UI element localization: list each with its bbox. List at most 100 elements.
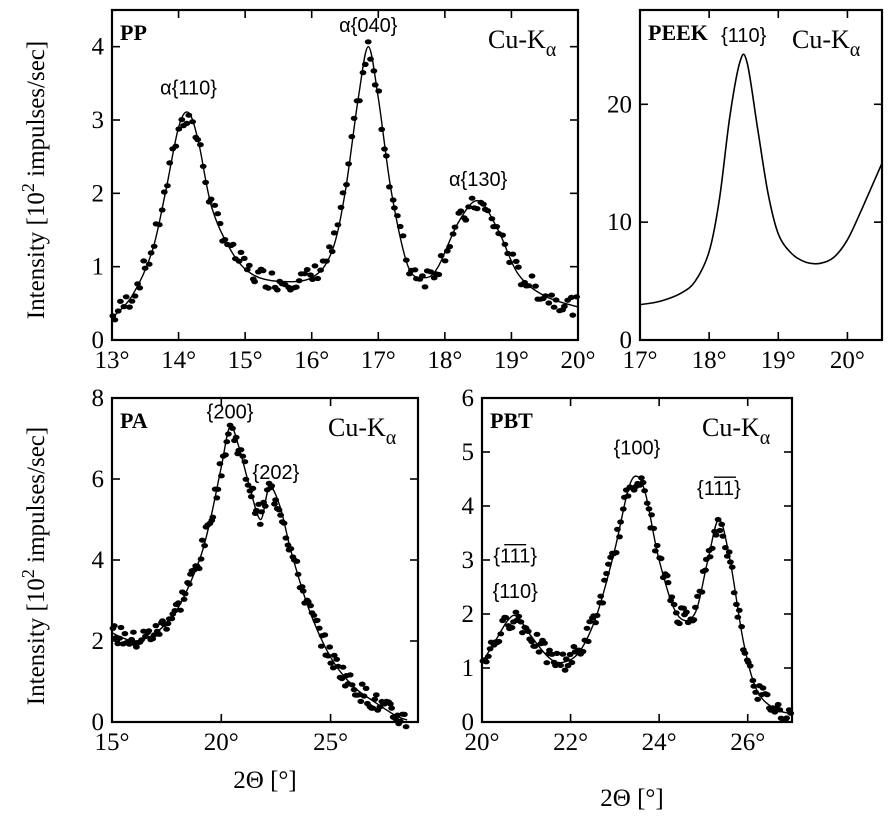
data-point bbox=[321, 632, 329, 638]
data-point bbox=[360, 693, 368, 699]
y-tick-label: 2 bbox=[92, 180, 105, 207]
data-point bbox=[303, 267, 311, 273]
data-point bbox=[350, 115, 358, 121]
data-point bbox=[676, 620, 683, 627]
data-point bbox=[528, 638, 535, 645]
data-point bbox=[515, 613, 523, 619]
data-point bbox=[117, 624, 125, 631]
plot-frame bbox=[638, 8, 884, 342]
data-point bbox=[548, 292, 555, 298]
y-tick-label: 8 bbox=[92, 385, 105, 412]
data-point bbox=[237, 249, 245, 255]
data-point bbox=[387, 701, 394, 707]
data-point bbox=[502, 614, 510, 621]
peak-label: {200} bbox=[207, 401, 254, 423]
data-point bbox=[183, 120, 191, 126]
y-axis-label-bottom: Intensity [102 impulses/sec] bbox=[18, 427, 50, 705]
data-point bbox=[372, 692, 380, 698]
data-point bbox=[348, 134, 356, 140]
x-tick-label: 22° bbox=[553, 729, 588, 756]
peak-label: α{130} bbox=[449, 169, 508, 191]
y-tick-label: 0 bbox=[92, 709, 105, 736]
data-point bbox=[177, 607, 184, 613]
data-point bbox=[249, 485, 257, 491]
source-label: Cu-Kα bbox=[792, 25, 861, 61]
data-point bbox=[730, 590, 738, 596]
x-tick-label: 20° bbox=[561, 347, 596, 374]
data-point bbox=[532, 283, 539, 289]
y-tick-label: 3 bbox=[92, 107, 105, 134]
data-point bbox=[110, 623, 118, 629]
data-point bbox=[759, 685, 767, 691]
x-tick-label: 26° bbox=[730, 729, 765, 756]
series-line bbox=[639, 53, 883, 306]
peak-label: α{110} bbox=[160, 77, 217, 99]
y-tick-label: 0 bbox=[620, 327, 633, 354]
panel-pa: 15° 20° 25° 0 2 4 6 8 PA Cu-Kα {200} {202} bbox=[92, 385, 420, 756]
x-axis-label-pbt: 2Θ [°] bbox=[600, 785, 663, 812]
data-point bbox=[326, 644, 334, 650]
data-point bbox=[126, 304, 133, 310]
y-tick-label: 20 bbox=[607, 91, 632, 118]
y-tick-label: 0 bbox=[462, 709, 475, 736]
fit-curve bbox=[111, 425, 408, 721]
data-point bbox=[570, 644, 578, 650]
data-point bbox=[164, 620, 172, 627]
plot-frame bbox=[110, 396, 420, 724]
data-point bbox=[211, 202, 219, 208]
data-point bbox=[140, 258, 148, 264]
x-tick-label: 15° bbox=[228, 347, 263, 374]
panel-pp: 13° 14° 15° 16° 17° 18° 19° 20° 0 1 2 3 4 PP Cu-Kα α{11… bbox=[92, 8, 596, 374]
data-point bbox=[155, 631, 163, 637]
data-point bbox=[214, 486, 222, 492]
data-point bbox=[160, 189, 168, 195]
y-tick-label: 3 bbox=[462, 547, 475, 574]
y-tick-label: 6 bbox=[92, 466, 105, 493]
data-point bbox=[774, 701, 782, 708]
data-point bbox=[519, 630, 526, 636]
peak-label: {111} bbox=[493, 546, 537, 568]
data-point bbox=[411, 267, 419, 273]
data-point bbox=[117, 298, 124, 304]
data-point bbox=[330, 652, 338, 658]
data-point bbox=[482, 659, 490, 665]
x-tick-label: 18° bbox=[692, 347, 727, 374]
data-point bbox=[371, 82, 379, 88]
data-point bbox=[783, 715, 790, 721]
source-label: Cu-Kα bbox=[488, 25, 557, 61]
data-point bbox=[229, 241, 237, 247]
data-point bbox=[198, 537, 206, 543]
data-point bbox=[339, 664, 347, 670]
data-point bbox=[735, 607, 743, 613]
data-point bbox=[330, 230, 338, 236]
peak-label: {111} bbox=[697, 478, 741, 500]
data-point bbox=[345, 161, 352, 167]
panel-title: PEEK bbox=[648, 20, 708, 45]
data-point bbox=[473, 206, 481, 212]
y-tick-label: 0 bbox=[92, 327, 105, 354]
data-point bbox=[528, 273, 536, 279]
data-point bbox=[301, 271, 308, 277]
fit-curve bbox=[481, 475, 793, 715]
data-point bbox=[122, 294, 130, 300]
data-point bbox=[338, 675, 346, 682]
data-point bbox=[128, 298, 136, 304]
data-point bbox=[573, 294, 580, 300]
data-point bbox=[435, 271, 443, 278]
data-point bbox=[569, 312, 577, 318]
data-point bbox=[357, 698, 365, 705]
x-tick-label: 25° bbox=[313, 729, 348, 756]
data-point bbox=[568, 294, 575, 300]
data-point bbox=[535, 649, 543, 655]
x-tick-label: 20° bbox=[830, 347, 865, 374]
data-point bbox=[512, 258, 520, 264]
data-point bbox=[559, 651, 567, 657]
x-tick-label: 20° bbox=[204, 729, 239, 756]
x-axis-label-pa: 2Θ [°] bbox=[233, 767, 296, 794]
peak-label: {202} bbox=[253, 462, 300, 484]
data-point bbox=[307, 272, 314, 278]
data-point bbox=[430, 275, 438, 281]
data-point bbox=[364, 39, 372, 45]
data-point bbox=[121, 631, 129, 637]
data-point bbox=[546, 647, 553, 653]
